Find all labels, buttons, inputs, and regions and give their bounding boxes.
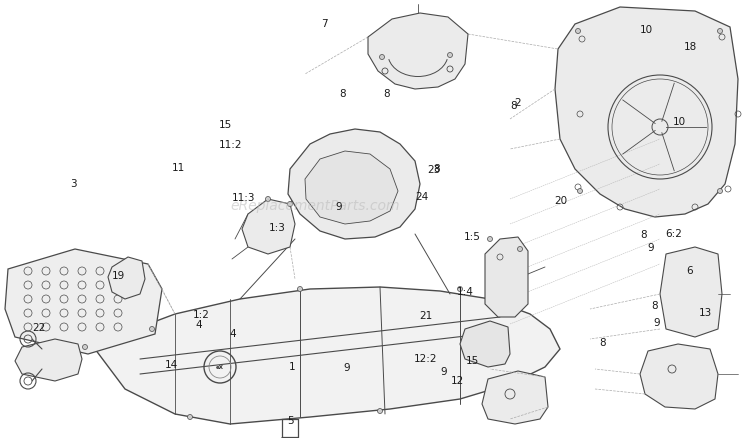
Text: 21: 21: [419, 311, 433, 320]
Circle shape: [188, 414, 193, 420]
Circle shape: [718, 29, 722, 35]
Text: 15: 15: [218, 120, 232, 130]
Text: 11:2: 11:2: [219, 140, 243, 149]
Text: 9: 9: [441, 367, 447, 376]
Text: 15: 15: [466, 355, 479, 365]
Text: 3: 3: [70, 179, 76, 189]
Text: 9: 9: [336, 202, 342, 212]
Text: 1: 1: [290, 361, 296, 371]
Polygon shape: [242, 200, 295, 254]
Text: 10: 10: [673, 117, 686, 127]
Polygon shape: [555, 8, 738, 218]
Circle shape: [266, 197, 271, 202]
Text: 5: 5: [288, 416, 294, 425]
Polygon shape: [15, 339, 82, 381]
Text: 8: 8: [384, 88, 390, 98]
Circle shape: [149, 327, 154, 332]
Text: 12:2: 12:2: [414, 353, 438, 363]
Circle shape: [575, 29, 580, 35]
Text: 9: 9: [344, 362, 350, 372]
Text: 10: 10: [640, 25, 653, 35]
Text: 8: 8: [640, 230, 646, 239]
Circle shape: [578, 189, 583, 194]
Polygon shape: [305, 152, 398, 225]
Polygon shape: [368, 14, 468, 90]
Polygon shape: [482, 371, 548, 424]
Text: 1:4: 1:4: [457, 286, 473, 296]
Text: 7: 7: [321, 19, 327, 29]
Circle shape: [298, 287, 302, 292]
Circle shape: [82, 345, 88, 350]
Polygon shape: [460, 321, 510, 367]
Circle shape: [518, 247, 523, 252]
Text: 18: 18: [683, 42, 697, 52]
Polygon shape: [640, 344, 718, 409]
Text: eX: eX: [216, 365, 224, 370]
Circle shape: [287, 202, 292, 207]
Text: 13: 13: [698, 307, 712, 317]
Circle shape: [377, 409, 382, 413]
Text: 4: 4: [230, 328, 236, 338]
Polygon shape: [485, 237, 528, 317]
Text: 9: 9: [648, 243, 654, 252]
Circle shape: [488, 237, 493, 242]
Text: 1:3: 1:3: [269, 223, 286, 233]
Text: 14: 14: [164, 360, 178, 369]
Text: 6:2: 6:2: [665, 228, 682, 238]
Text: 6: 6: [687, 266, 693, 276]
Text: 9: 9: [654, 317, 660, 327]
Text: 8: 8: [652, 300, 658, 310]
Text: 8: 8: [600, 338, 606, 347]
Circle shape: [718, 189, 722, 194]
Text: 1:2: 1:2: [193, 310, 209, 319]
Text: 24: 24: [415, 191, 428, 201]
Text: 8: 8: [340, 89, 346, 99]
Text: 19: 19: [112, 270, 125, 280]
Text: 11:3: 11:3: [232, 193, 256, 203]
Polygon shape: [660, 247, 722, 337]
Text: 1:5: 1:5: [464, 232, 481, 241]
Text: eReplacementParts.com: eReplacementParts.com: [230, 199, 400, 213]
Polygon shape: [95, 287, 560, 424]
Circle shape: [380, 55, 385, 60]
Text: 8: 8: [511, 101, 517, 111]
Text: 2: 2: [514, 98, 520, 108]
Text: 20: 20: [554, 196, 568, 205]
Polygon shape: [5, 249, 162, 354]
Text: 23: 23: [427, 165, 440, 175]
Text: 4: 4: [196, 319, 202, 329]
Circle shape: [448, 53, 452, 58]
Circle shape: [458, 287, 463, 292]
Polygon shape: [108, 258, 145, 299]
Text: 8: 8: [433, 164, 439, 173]
Polygon shape: [288, 130, 420, 240]
Text: 22: 22: [32, 323, 46, 332]
Text: 11: 11: [172, 162, 185, 172]
Text: 12: 12: [451, 375, 464, 385]
